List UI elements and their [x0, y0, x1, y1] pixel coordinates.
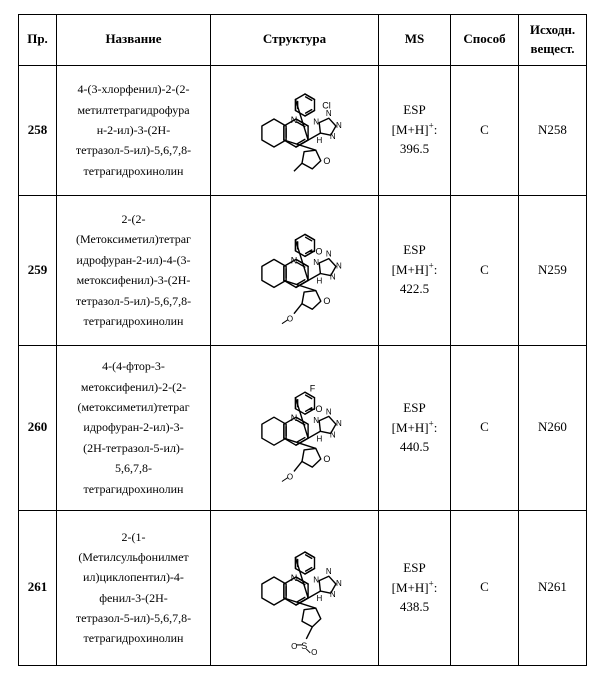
svg-text:N: N [290, 255, 297, 265]
table-header-row: Пр. Название Структура MS Способ Исходн.… [19, 15, 587, 66]
svg-text:N: N [329, 430, 335, 439]
svg-text:O: O [323, 156, 330, 166]
molecule-svg: NNNNNHSOO [215, 513, 375, 663]
svg-text:N: N [290, 413, 297, 423]
ms-line1: ESP [403, 400, 425, 415]
svg-text:O: O [286, 314, 292, 323]
cell-method: C [451, 65, 519, 195]
svg-text:N: N [325, 249, 331, 258]
ms-line2: [M+H]+: [392, 262, 438, 277]
svg-text:N: N [313, 258, 319, 267]
ms-line1: ESP [403, 102, 425, 117]
svg-text:N: N [313, 415, 319, 424]
svg-text:H: H [316, 276, 322, 285]
svg-text:O: O [291, 642, 297, 651]
svg-text:N: N [325, 567, 331, 576]
svg-text:F: F [309, 383, 315, 393]
svg-text:N: N [336, 261, 342, 270]
svg-text:O: O [315, 404, 322, 414]
svg-text:N: N [336, 121, 342, 130]
molecule-svg: OFNNNNNHOO [215, 348, 375, 508]
cell-source: N260 [519, 345, 587, 510]
cell-ms: ESP [M+H]+: 440.5 [379, 345, 451, 510]
page-container: Пр. Название Структура MS Способ Исходн.… [0, 0, 604, 686]
ms-line2: [M+H]+: [392, 122, 438, 137]
svg-text:O: O [311, 648, 317, 657]
table-body: 2584-(3-хлорфенил)-2-(2-метилтетрагидроф… [19, 65, 587, 665]
col-header-name: Название [57, 15, 211, 66]
cell-source: N261 [519, 510, 587, 665]
svg-text:N: N [329, 590, 335, 599]
ms-value: 396.5 [400, 141, 429, 156]
cell-name: 4-(3-хлорфенил)-2-(2-метилтетрагидрофура… [57, 65, 211, 195]
svg-text:N: N [290, 115, 297, 125]
svg-text:N: N [313, 117, 319, 126]
cell-source: N258 [519, 65, 587, 195]
cell-pr: 260 [19, 345, 57, 510]
cell-method: C [451, 195, 519, 345]
svg-text:N: N [329, 272, 335, 281]
cell-pr: 258 [19, 65, 57, 195]
col-header-method: Способ [451, 15, 519, 66]
svg-text:O: O [286, 472, 292, 481]
cell-source: N259 [519, 195, 587, 345]
cell-ms: ESP [M+H]+: 422.5 [379, 195, 451, 345]
svg-text:H: H [316, 594, 322, 603]
ms-value: 438.5 [400, 599, 429, 614]
table-row: 2612-(1-(Метилсульфонилметил)циклопентил… [19, 510, 587, 665]
cell-structure: ClNNNNNHO [211, 65, 379, 195]
cell-pr: 259 [19, 195, 57, 345]
cell-method: C [451, 510, 519, 665]
cell-structure: OFNNNNNHOO [211, 345, 379, 510]
cell-method: C [451, 345, 519, 510]
ms-line1: ESP [403, 242, 425, 257]
svg-text:O: O [323, 296, 330, 306]
table-row: 2592-(2-(Метоксиметил)тетрагидрофуран-2-… [19, 195, 587, 345]
ms-line2: [M+H]+: [392, 580, 438, 595]
col-header-source: Исходн. вещест. [519, 15, 587, 66]
ms-line2: [M+H]+: [392, 420, 438, 435]
molecule-svg: ONNNNNHOO [215, 198, 375, 343]
svg-text:O: O [323, 454, 330, 464]
cell-pr: 261 [19, 510, 57, 665]
svg-text:O: O [315, 246, 322, 256]
molecule-svg: ClNNNNNHO [215, 68, 375, 193]
cell-name: 4-(4-фтор-3-метоксифенил)-2-(2-(метоксим… [57, 345, 211, 510]
cell-name: 2-(2-(Метоксиметил)тетрагидрофуран-2-ил)… [57, 195, 211, 345]
table-row: 2584-(3-хлорфенил)-2-(2-метилтетрагидроф… [19, 65, 587, 195]
svg-text:N: N [313, 575, 319, 584]
cell-structure: ONNNNNHOO [211, 195, 379, 345]
ms-line1: ESP [403, 560, 425, 575]
svg-text:N: N [336, 579, 342, 588]
svg-text:N: N [329, 132, 335, 141]
cell-structure: NNNNNHSOO [211, 510, 379, 665]
ms-value: 440.5 [400, 439, 429, 454]
table-row: 2604-(4-фтор-3-метоксифенил)-2-(2-(меток… [19, 345, 587, 510]
svg-text:N: N [290, 573, 297, 583]
cell-name: 2-(1-(Метилсульфонилметил)циклопентил)-4… [57, 510, 211, 665]
col-header-struct: Структура [211, 15, 379, 66]
svg-text:H: H [316, 434, 322, 443]
svg-text:N: N [325, 109, 331, 118]
compound-table: Пр. Название Структура MS Способ Исходн.… [18, 14, 587, 666]
col-header-pr: Пр. [19, 15, 57, 66]
ms-value: 422.5 [400, 281, 429, 296]
svg-text:N: N [336, 419, 342, 428]
svg-text:N: N [325, 407, 331, 416]
cell-ms: ESP [M+H]+: 396.5 [379, 65, 451, 195]
cell-ms: ESP [M+H]+: 438.5 [379, 510, 451, 665]
svg-text:H: H [316, 136, 322, 145]
col-header-ms: MS [379, 15, 451, 66]
